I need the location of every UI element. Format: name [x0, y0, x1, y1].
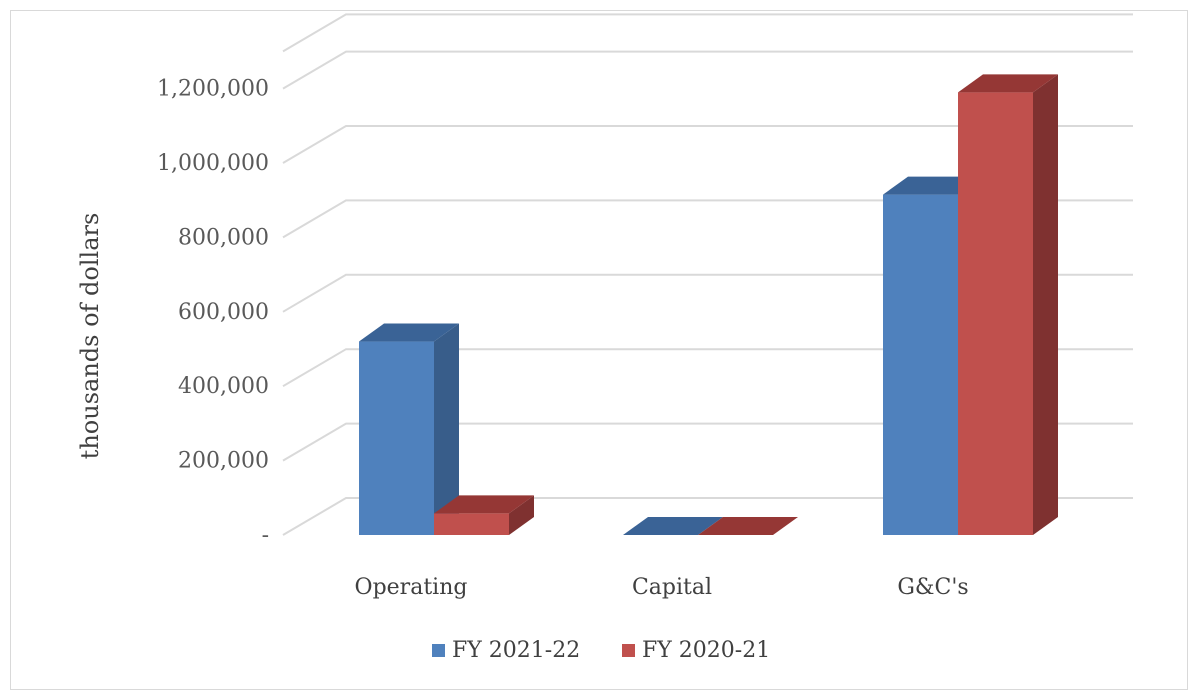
bar-front: [434, 513, 509, 535]
bar-top: [958, 74, 1058, 93]
bar-side: [434, 323, 459, 535]
bar: [359, 323, 459, 535]
bars: [359, 74, 1058, 535]
legend-label: FY 2020-21: [642, 638, 770, 663]
legend-label: FY 2021-22: [452, 638, 580, 663]
y-tick-label: 1,200,000: [157, 77, 269, 102]
bar-front: [958, 92, 1033, 535]
bar: [958, 74, 1058, 535]
gridline: [282, 348, 1133, 388]
y-tick-label: -: [262, 523, 269, 548]
y-tick-label: 800,000: [178, 225, 269, 250]
y-axis-ticks: - 200,000 400,000 600,000 800,000 1,000,000 1,…: [157, 77, 269, 548]
y-axis-title: thousands of dollars: [76, 213, 104, 460]
x-category-label: Capital: [632, 575, 712, 600]
gridline: [282, 50, 1133, 90]
gridline: [282, 273, 1133, 313]
y-tick-label: 600,000: [178, 300, 269, 325]
bar-top: [359, 323, 459, 342]
gridline: [282, 422, 1133, 462]
gridline: [282, 13, 1133, 53]
legend-swatch: [432, 644, 445, 657]
bar: [698, 517, 798, 535]
bar-front: [883, 194, 958, 535]
chart-frame: - 200,000 400,000 600,000 800,000 1,000,000 1,…: [10, 10, 1188, 690]
legend-item: FY 2020-21: [622, 638, 770, 663]
bar-front: [359, 341, 434, 535]
y-tick-label: 1,000,000: [157, 151, 269, 176]
x-category-label: Operating: [355, 575, 468, 600]
bar-top: [434, 495, 534, 514]
gridline: [282, 199, 1133, 239]
legend-swatch: [622, 644, 635, 657]
x-axis-categories: Operating Capital G&C's: [355, 575, 969, 600]
y-tick-label: 400,000: [178, 374, 269, 399]
bar: [623, 517, 723, 535]
bar-side: [509, 495, 534, 535]
gridline: [282, 125, 1133, 164]
bar-side: [1033, 74, 1058, 535]
y-tick-label: 200,000: [178, 449, 269, 474]
bar-top: [623, 517, 723, 535]
legend: FY 2021-22 FY 2020-21: [432, 638, 770, 663]
bar-top: [698, 517, 798, 535]
legend-item: FY 2021-22: [432, 638, 580, 663]
gridlines: [282, 13, 1133, 536]
x-category-label: G&C's: [897, 575, 968, 600]
bar-chart: - 200,000 400,000 600,000 800,000 1,000,000 1,…: [76, 13, 1133, 663]
bar: [434, 495, 534, 535]
gridline: [282, 497, 1133, 536]
